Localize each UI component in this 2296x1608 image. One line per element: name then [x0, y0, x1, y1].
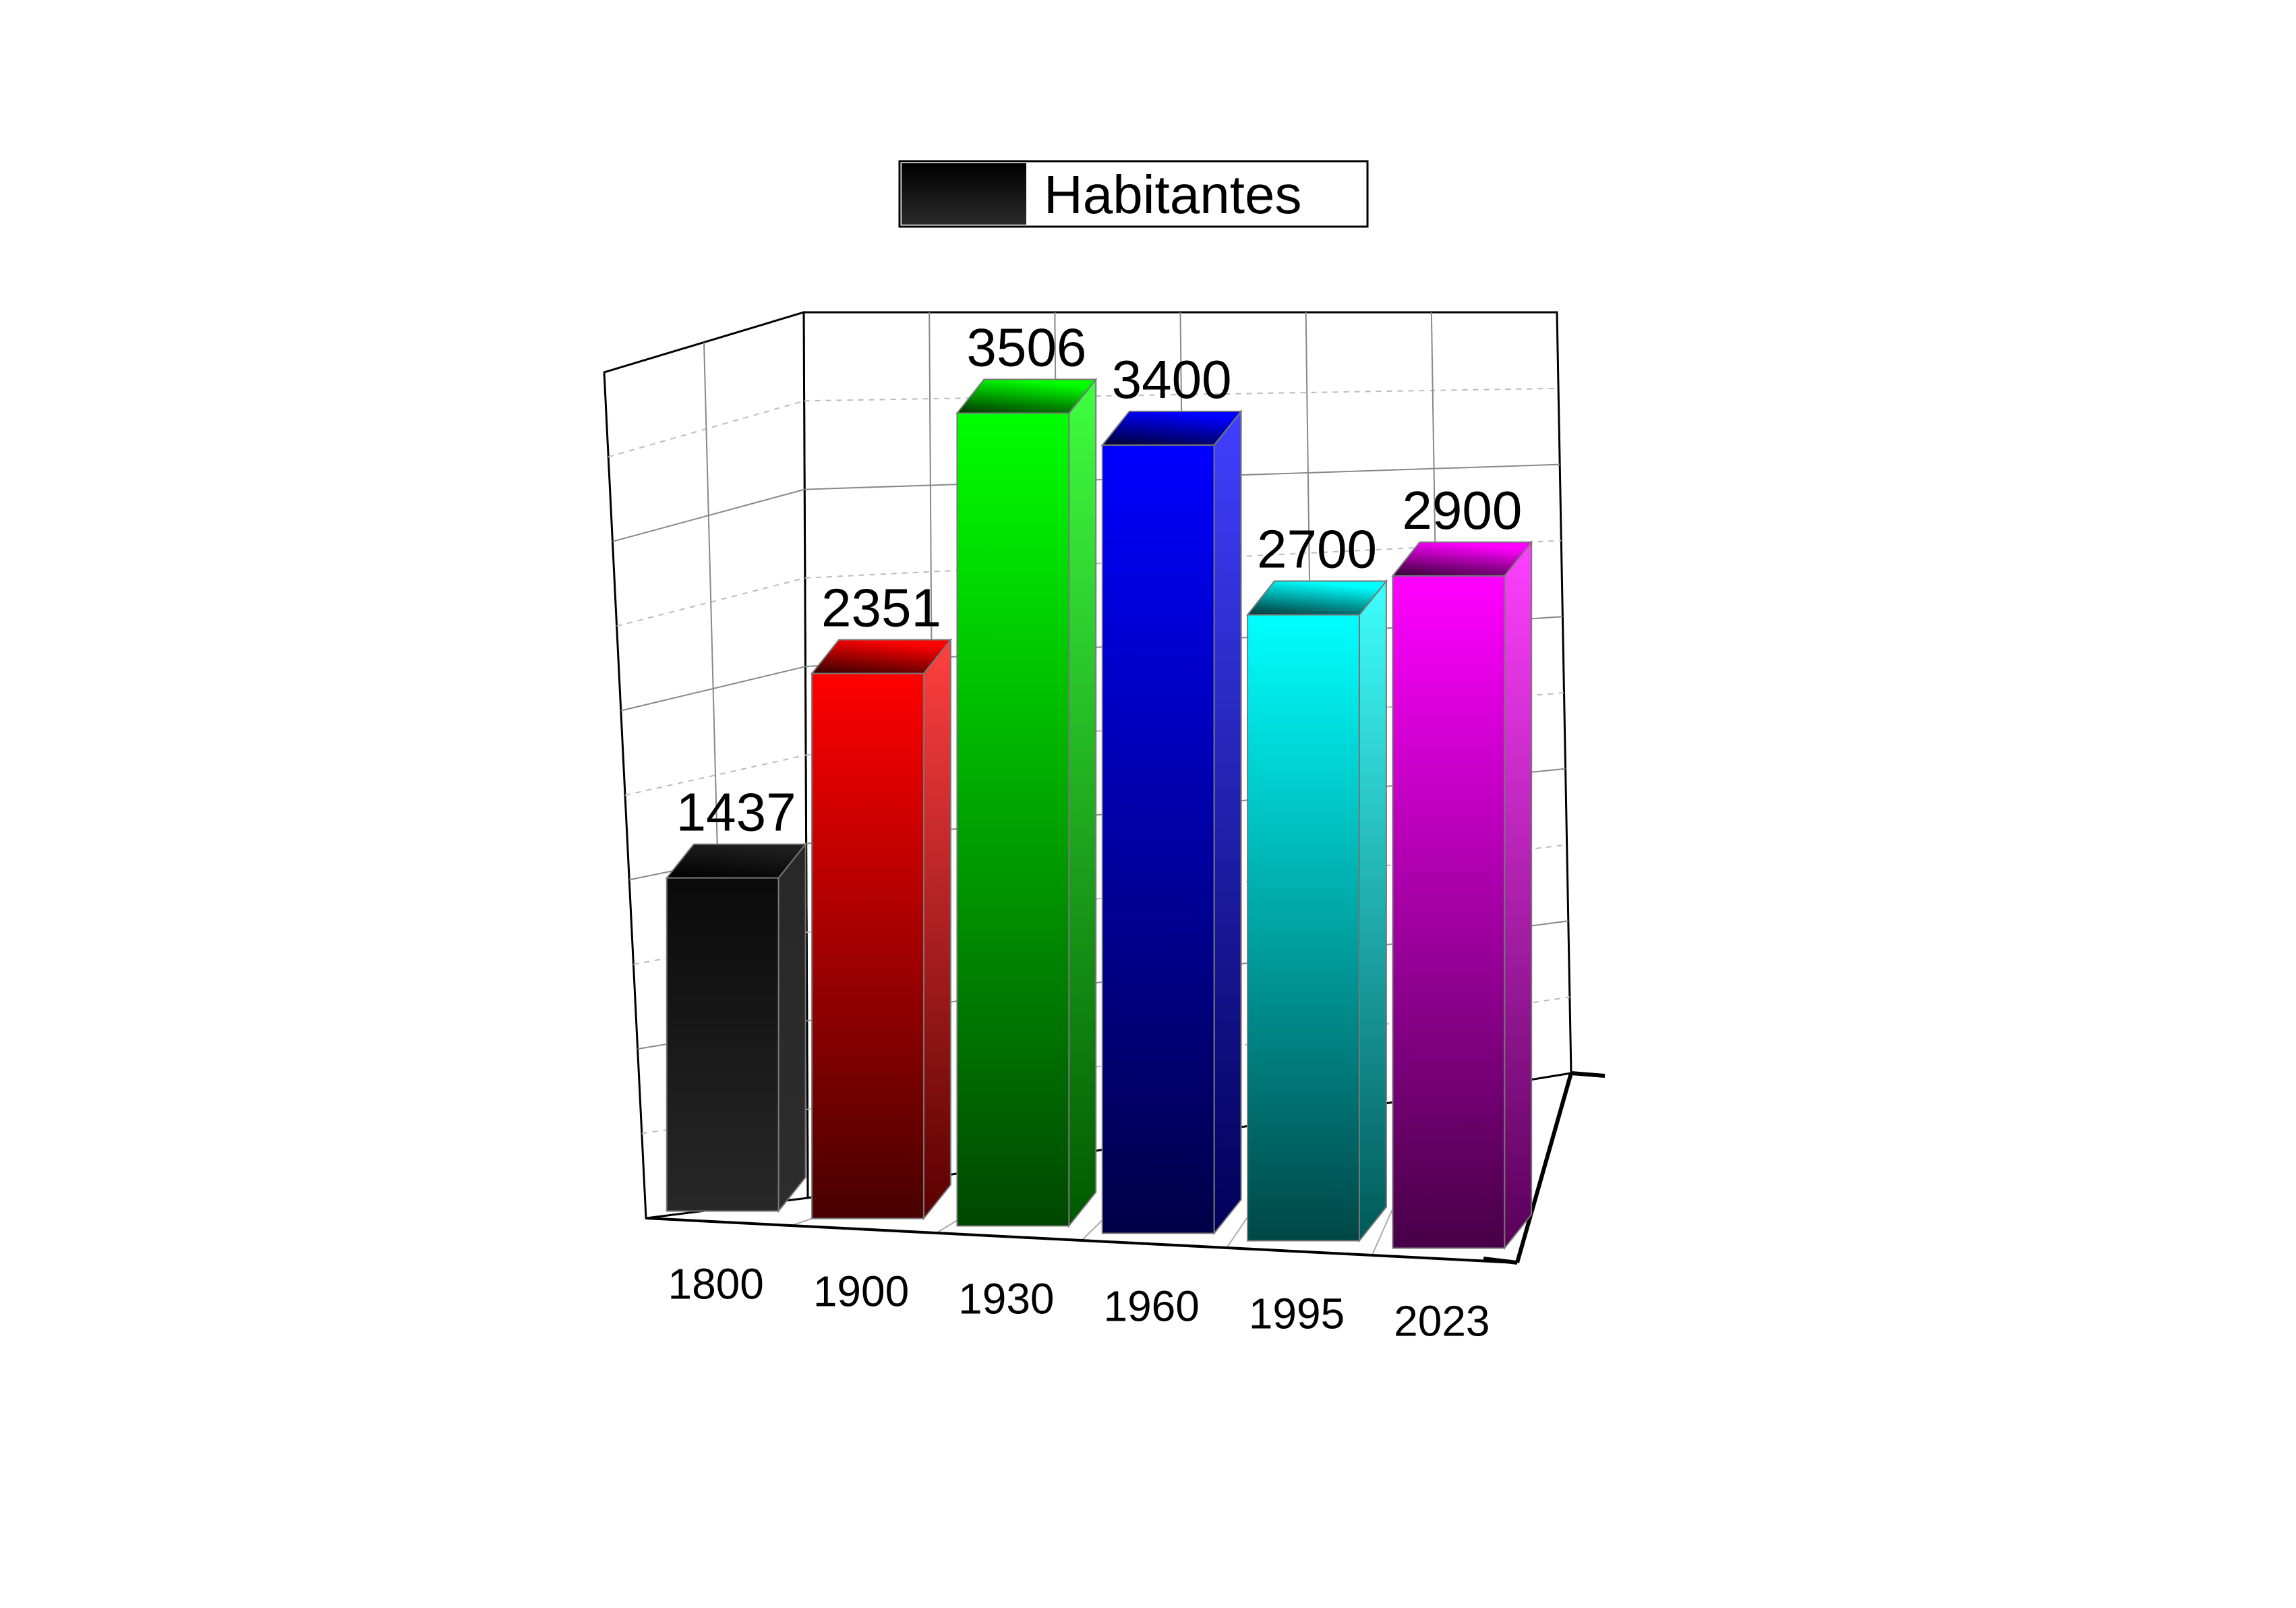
legend: Habitantes	[898, 160, 1369, 228]
bar-1900	[811, 637, 952, 1221]
bar-side-face	[922, 637, 951, 1221]
bar-front-face	[811, 672, 924, 1219]
legend-label: Habitantes	[1044, 165, 1301, 225]
data-label-1800: 1437	[676, 782, 796, 842]
bar-side-face	[1068, 377, 1097, 1228]
bar-side-face	[1504, 540, 1533, 1251]
bar-1930	[955, 377, 1098, 1228]
data-label-1930: 3506	[966, 318, 1086, 378]
bar-front-face	[1392, 575, 1506, 1249]
depth-axis-line	[1515, 1072, 1573, 1263]
bar-front-face	[666, 877, 779, 1212]
x-tick-label-1995: 1995	[1249, 1290, 1345, 1338]
gridline-side	[624, 754, 806, 796]
data-label-1900: 2351	[821, 577, 941, 637]
x-tick-label-1800: 1800	[668, 1260, 763, 1309]
depth-axis-tick	[1570, 1071, 1606, 1078]
bar-side-face	[1358, 579, 1387, 1243]
bar-1960	[1100, 409, 1243, 1236]
bar-front-face	[1101, 444, 1215, 1234]
bar-front-face	[1247, 614, 1360, 1242]
x-axis-tick-labels: 1800 1900 1930 1960 1995 2023	[668, 1260, 1490, 1346]
bar-1995	[1246, 579, 1388, 1243]
x-tick-label-1900: 1900	[813, 1267, 909, 1316]
bars	[665, 377, 1533, 1251]
bar-side-face	[777, 842, 806, 1213]
legend-swatch	[902, 163, 1026, 225]
bar-side-face	[1213, 409, 1242, 1236]
data-labels: 1437 2351 3506 3400 2700 2900	[676, 318, 1523, 842]
data-label-1960: 3400	[1112, 349, 1232, 409]
x-tick-label-2023: 2023	[1394, 1297, 1490, 1346]
data-label-1995: 2700	[1257, 519, 1377, 579]
x-tick-label-1930: 1930	[958, 1275, 1054, 1323]
bar-2023	[1391, 540, 1533, 1251]
x-axis-line	[645, 1217, 1518, 1264]
x-tick-label-1960: 1960	[1103, 1282, 1199, 1331]
data-label-2023: 2900	[1402, 480, 1522, 540]
depth-axis-tick	[1483, 1257, 1518, 1265]
bar-front-face	[956, 412, 1070, 1227]
bar-1800	[665, 842, 807, 1213]
